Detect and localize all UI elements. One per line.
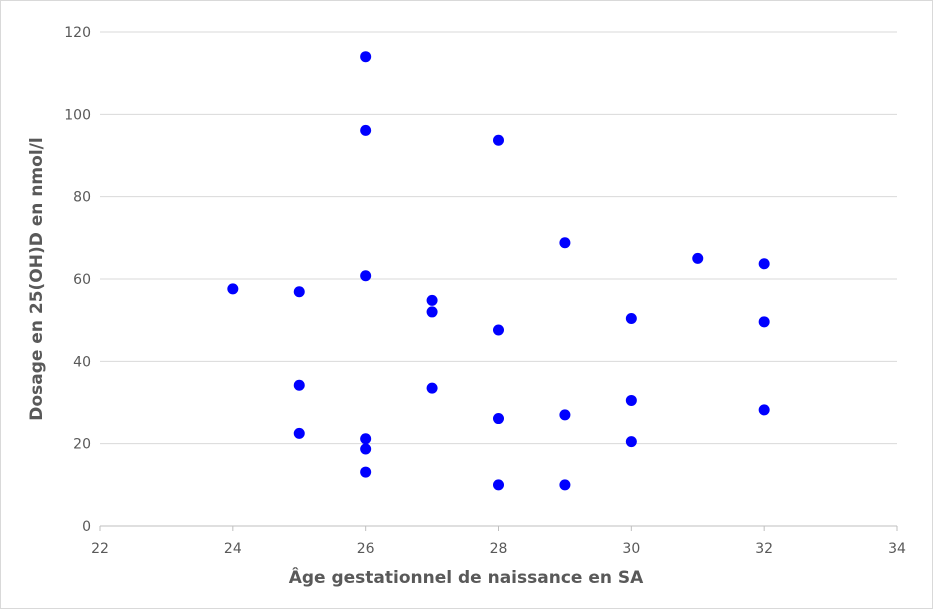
data-point (360, 270, 372, 282)
y-tick-labels: 0 20 40 60 80 100 120 (64, 25, 91, 535)
data-point (426, 294, 438, 306)
y-tick-label: 60 (73, 272, 91, 288)
y-tick-label: 0 (82, 519, 91, 535)
data-point (559, 479, 571, 491)
data-point (625, 394, 637, 406)
data-point (493, 413, 504, 425)
data-point (293, 427, 305, 439)
y-tick-label: 20 (73, 437, 91, 453)
data-point (227, 283, 239, 295)
data-point (493, 479, 504, 491)
data-point (559, 409, 571, 421)
y-axis-title: Dosage en 25(OH)D en nmol/l (27, 137, 47, 420)
data-point (758, 404, 770, 416)
data-point (625, 313, 637, 325)
data-point (758, 316, 770, 328)
data-point (692, 252, 704, 264)
x-axis-title: Âge gestationnel de naissance en SA (289, 566, 644, 588)
x-tick-labels: 22 24 26 28 30 32 34 (91, 541, 906, 557)
y-tick-label: 100 (64, 107, 91, 123)
data-point (559, 237, 571, 249)
y-tick-label: 120 (64, 25, 91, 41)
gridlines (100, 31, 897, 445)
data-point (360, 466, 372, 478)
data-point (758, 258, 770, 270)
data-points (227, 51, 770, 491)
data-point (426, 306, 438, 318)
x-tick-label: 28 (490, 541, 508, 557)
y-tick-label: 80 (73, 190, 91, 206)
data-point (625, 436, 637, 448)
data-point (293, 379, 305, 391)
data-point (293, 286, 305, 298)
data-point (360, 433, 372, 445)
data-point (360, 51, 372, 63)
y-tick-label: 40 (73, 354, 91, 370)
x-tick-label: 26 (357, 541, 375, 557)
x-tick-label: 30 (622, 541, 640, 557)
data-point (493, 134, 504, 146)
data-point (493, 324, 504, 336)
data-point (360, 443, 372, 455)
x-tick-label: 32 (755, 541, 773, 557)
data-point (360, 124, 372, 136)
axes (99, 525, 898, 531)
x-tick-label: 24 (224, 541, 242, 557)
x-tick-label: 22 (91, 541, 109, 557)
x-tick-label: 34 (888, 541, 906, 557)
data-point (426, 382, 438, 394)
